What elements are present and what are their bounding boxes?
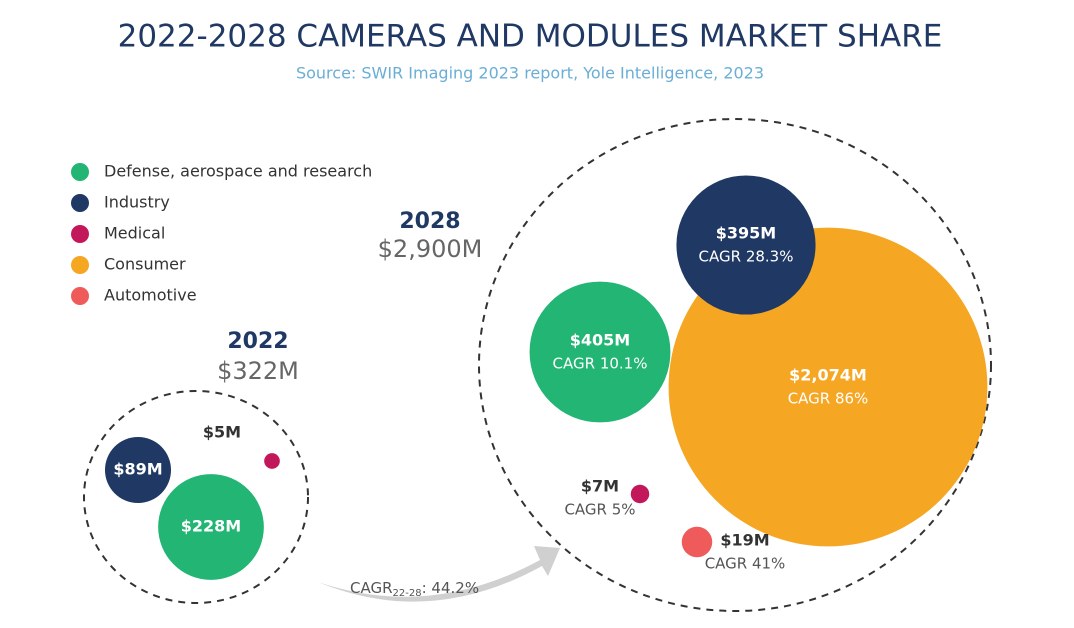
bubble-value: $228M [181,517,241,536]
bubble-value: $5M [203,423,241,442]
group-year: 2028 [399,209,460,234]
bubble-cagr: CAGR 5% [564,501,635,519]
chart-subtitle: Source: SWIR Imaging 2023 report, Yole I… [296,64,764,83]
legend-swatch [71,287,89,305]
legend-label: Industry [104,193,170,212]
bubble-cagr: CAGR 10.1% [553,355,648,373]
bubble-value: $7M [581,477,619,496]
bubble [529,281,671,423]
bubble-cagr: CAGR 41% [705,555,786,573]
legend-swatch [71,163,89,181]
bubble-value: $89M [113,460,162,479]
group-ring [478,118,992,612]
group-ring [83,390,309,604]
legend-swatch [71,194,89,212]
legend-label: Medical [104,224,165,243]
legend-label: Automotive [104,286,197,305]
group-year: 2022 [227,329,288,354]
bubble-value: $19M [720,531,769,550]
bubble-cagr: CAGR 86% [788,390,869,408]
bubble-value: $405M [570,331,630,350]
legend-swatch [71,225,89,243]
bubble-value: $395M [716,224,776,243]
bubble [681,526,713,558]
legend-label: Defense, aerospace and research [104,162,372,181]
bubble-value: $2,074M [789,366,867,385]
legend-label: Consumer [104,255,186,274]
bubble-cagr: CAGR 28.3% [699,248,794,266]
growth-label-main: CAGR [350,579,393,597]
group-total: $2,900M [378,235,483,263]
group-total: $322M [217,357,299,385]
bubble [264,453,280,469]
chart-title: 2022-2028 CAMERAS AND MODULES MARKET SHA… [118,19,943,55]
growth-label: CAGR22-28: 44.2% [350,579,479,600]
bubble [630,484,650,504]
bubble [676,175,816,315]
bubble [158,474,264,580]
growth-rate: : 44.2% [422,579,479,597]
bubble [104,436,172,504]
growth-period: 22-28 [393,588,422,599]
legend-swatch [71,256,89,274]
